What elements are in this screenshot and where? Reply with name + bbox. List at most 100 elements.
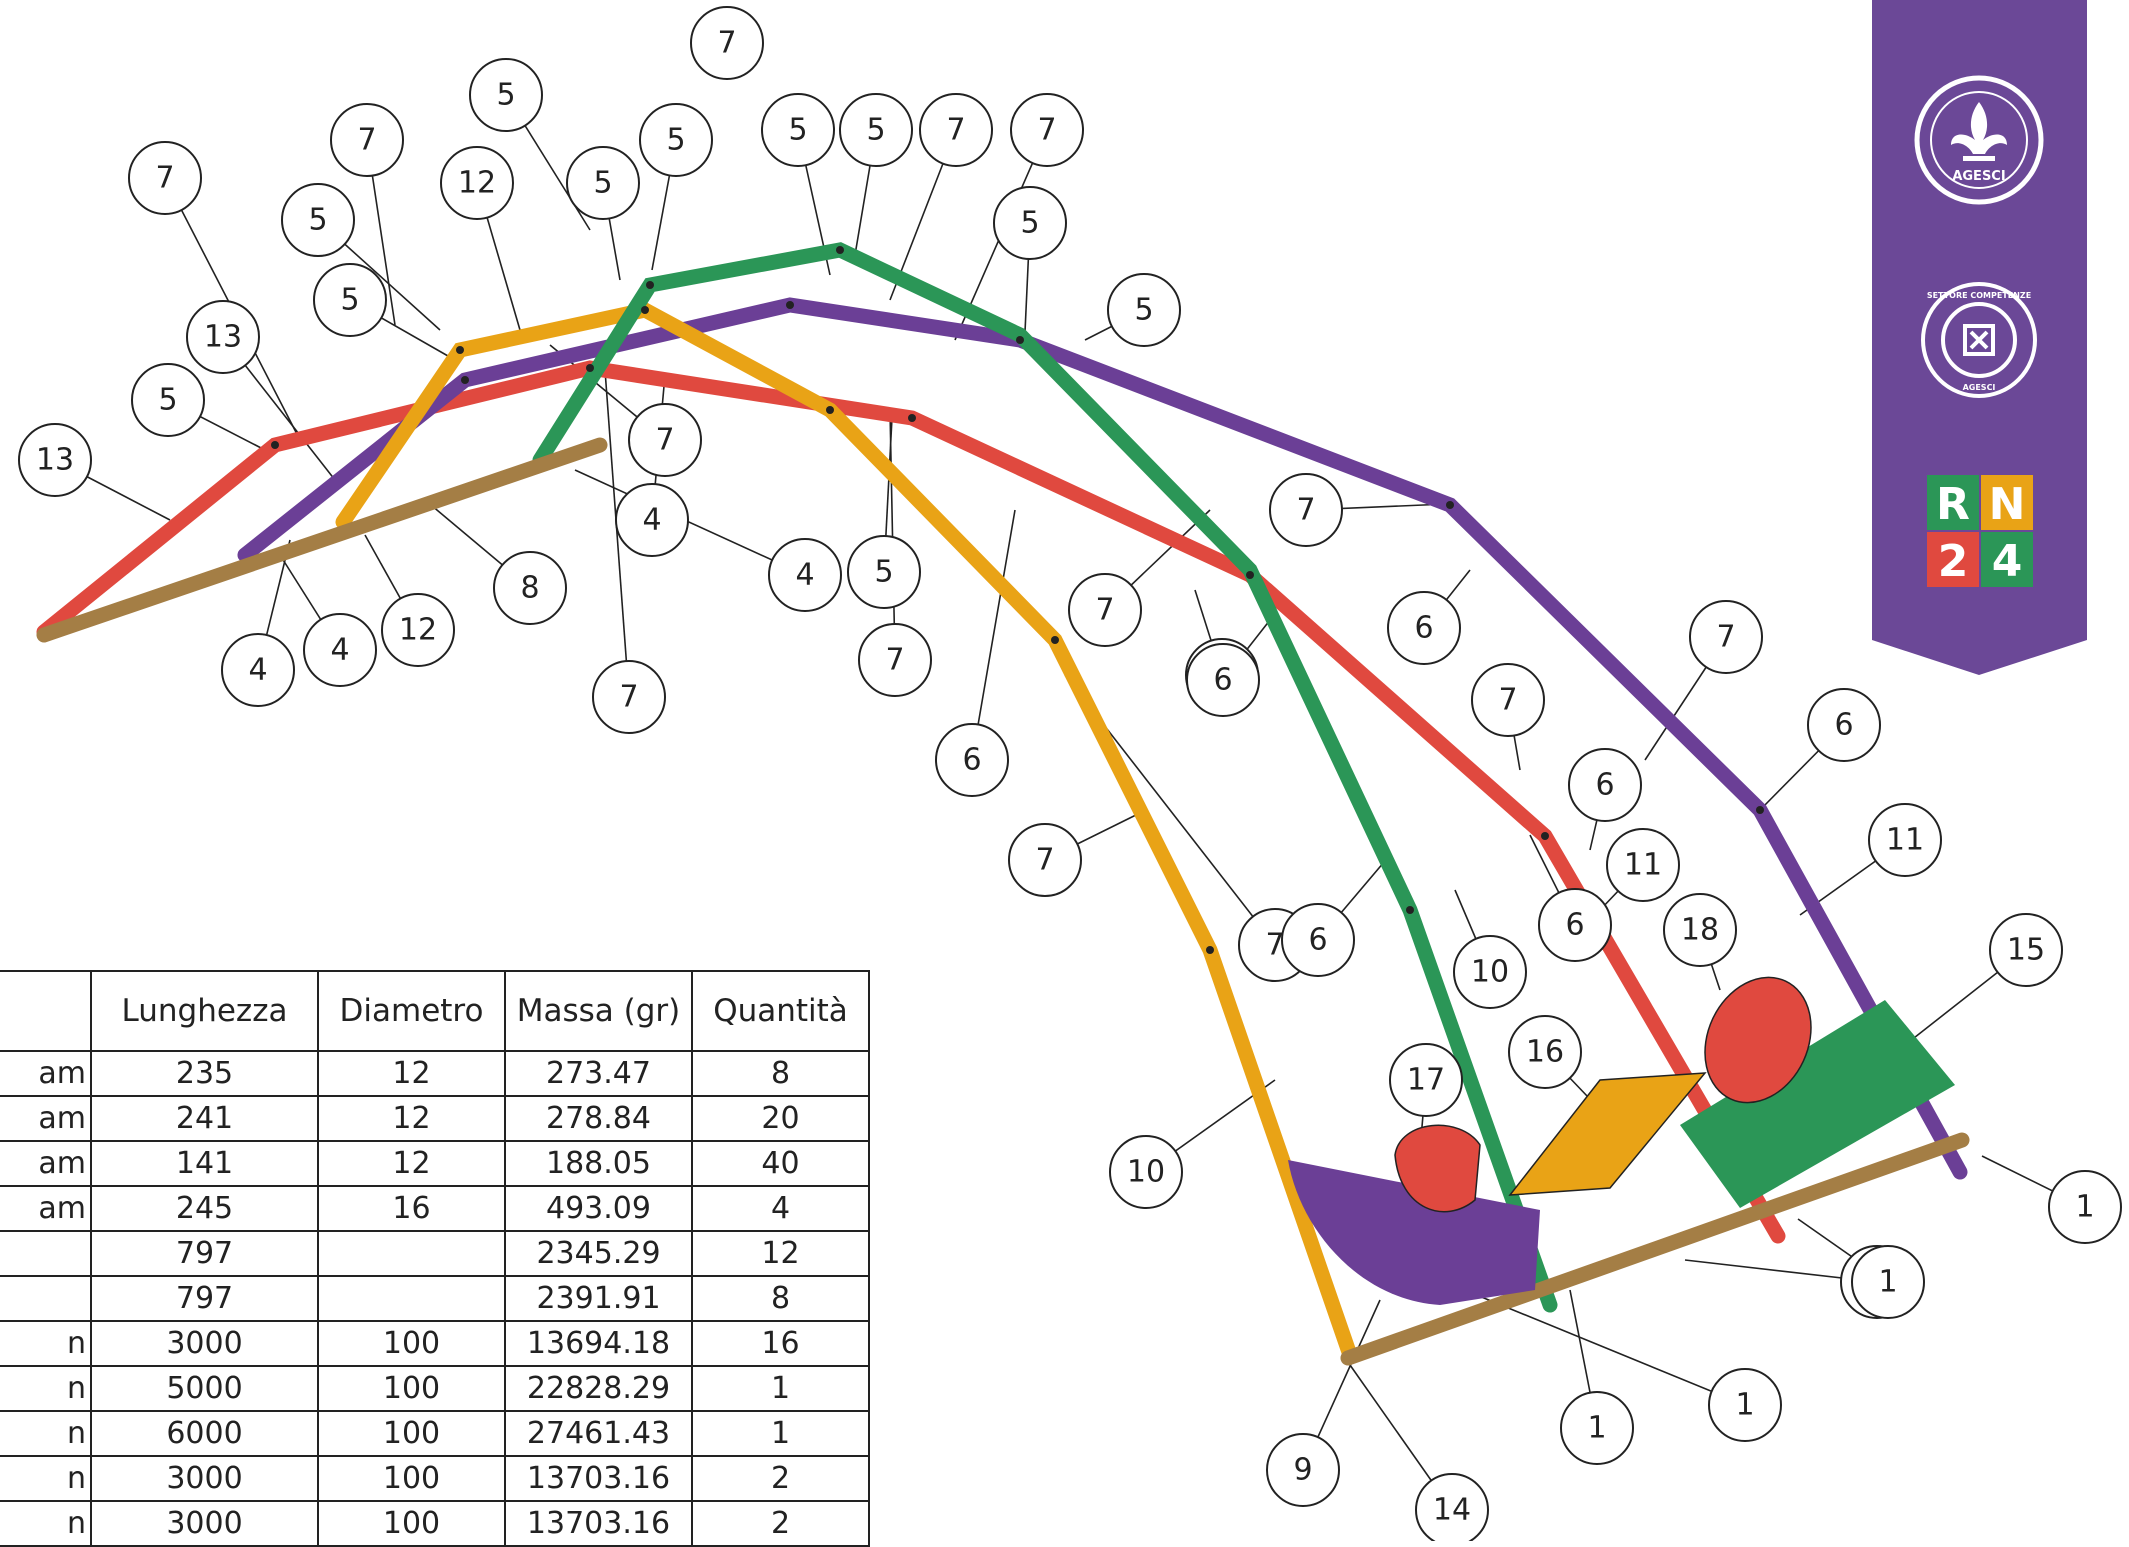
rn24-logo: R N 2 4 [1927,475,2033,587]
table-cell: 493.09 [504,1185,693,1232]
balloon-label: 5 [788,113,807,148]
settore-competenze-logo: SETTORE COMPETENZE AGESCI [1921,282,2037,398]
part-balloon-7: 7 [1269,473,1343,547]
part-balloon-5: 5 [1107,273,1181,347]
part-balloon-6: 6 [1538,888,1612,962]
table-cell: 3000 [90,1320,319,1367]
table-cell: 12 [691,1230,870,1277]
balloon-label: 7 [885,643,904,678]
part-balloon-5: 5 [131,363,205,437]
header-cell-length: Lunghezza [90,970,319,1052]
part-balloon-7: 7 [1471,663,1545,737]
table-row: am 241 12 278.84 20 [0,1095,870,1142]
part-balloon-7: 7 [1008,823,1082,897]
part-balloon-6: 6 [935,723,1009,797]
header-cell-mass: Massa (gr) [504,970,693,1052]
part-balloon-13: 13 [18,423,92,497]
balloon-label: 1 [1587,1411,1606,1446]
balloon-label: 12 [399,613,437,648]
table-cell: 273.47 [504,1050,693,1097]
part-balloon-1: 1 [1560,1391,1634,1465]
balloon-label: 4 [330,633,349,668]
part-balloon-7: 7 [1689,600,1763,674]
purple-panel [1288,1160,1540,1305]
balloon-label: 13 [204,320,242,355]
header-cell [0,970,92,1052]
part-callouts: 7557571255577551351374584412475777666776… [18,6,2122,1541]
balloon-label: 7 [155,161,174,196]
part-balloon-4: 4 [615,483,689,557]
table-row: am 141 12 188.05 40 [0,1140,870,1187]
balloon-label: 8 [520,571,539,606]
table-cell: 100 [317,1455,506,1502]
table-row: 797 2345.29 12 [0,1230,870,1277]
header-cell-diameter: Diametro [317,970,506,1052]
part-balloon-7: 7 [919,93,993,167]
part-balloon-5: 5 [839,93,913,167]
balloon-label: 5 [1134,293,1153,328]
leader-line [971,509,1016,761]
table-cell: 13694.18 [504,1320,693,1367]
svg-text:R: R [1936,479,1970,530]
table-cell: 16 [691,1320,870,1367]
table-row: n 6000 100 27461.43 1 [0,1410,870,1457]
table-cell: n [0,1455,92,1502]
table-row: n 5000 100 22828.29 1 [0,1365,870,1412]
balloon-label: 11 [1886,823,1924,858]
balloon-label: 7 [619,680,638,715]
balloon-label: 16 [1526,1035,1564,1070]
balloon-label: 9 [1293,1453,1312,1488]
balloon-label: 7 [1296,493,1315,528]
part-balloon-16: 16 [1508,1015,1582,1089]
table-cell: 16 [317,1185,506,1232]
part-balloon-9: 9 [1266,1433,1340,1507]
balloon-label: 5 [308,203,327,238]
table-cell [317,1275,506,1322]
settore-logo-bottom-text: AGESCI [1963,383,1996,392]
part-balloon-5: 5 [313,263,387,337]
table-cell: 2 [691,1500,870,1547]
header-cell-quantity: Quantità [691,970,870,1052]
table-cell: 13703.16 [504,1500,693,1547]
table-cell: 20 [691,1095,870,1142]
table-cell: 8 [691,1050,870,1097]
table-cell: 188.05 [504,1140,693,1187]
table-cell: 1 [691,1365,870,1412]
part-balloon-7: 7 [1068,573,1142,647]
part-balloon-6: 6 [1568,748,1642,822]
part-balloon-10: 10 [1453,935,1527,1009]
balloon-label: 6 [1565,908,1584,943]
table-cell: n [0,1500,92,1547]
part-balloon-14: 14 [1415,1473,1489,1541]
ground-pole-left [36,437,608,643]
table-cell: 241 [90,1095,319,1142]
agesci-logo: AGESCI [1914,75,2044,205]
part-balloon-4: 4 [303,613,377,687]
balloon-label: 12 [458,166,496,201]
balloon-label: 6 [1308,923,1327,958]
part-balloon-12: 12 [440,146,514,220]
balloon-label: 7 [1498,683,1517,718]
table-cell: am [0,1095,92,1142]
table-row: am 235 12 273.47 8 [0,1050,870,1097]
part-balloon-5: 5 [761,93,835,167]
table-cell: 100 [317,1500,506,1547]
table-header-row: Lunghezza Diametro Massa (gr) Quantità [0,970,870,1052]
table-cell: n [0,1410,92,1457]
balloon-label: 5 [158,383,177,418]
balloon-label: 4 [248,653,267,688]
table-cell: 2391.91 [504,1275,693,1322]
part-balloon-5: 5 [281,183,355,257]
table-row: n 3000 100 13703.16 2 [0,1500,870,1547]
balloon-label: 5 [666,123,685,158]
balloon-label: 7 [946,113,965,148]
balloon-label: 11 [1624,848,1662,883]
balloon-label: 7 [655,423,674,458]
part-balloon-6: 6 [1807,688,1881,762]
balloon-label: 1 [1878,1265,1897,1300]
balloon-label: 1 [1735,1388,1754,1423]
table-cell: 278.84 [504,1095,693,1142]
table-cell: 22828.29 [504,1365,693,1412]
part-balloon-17: 17 [1389,1043,1463,1117]
